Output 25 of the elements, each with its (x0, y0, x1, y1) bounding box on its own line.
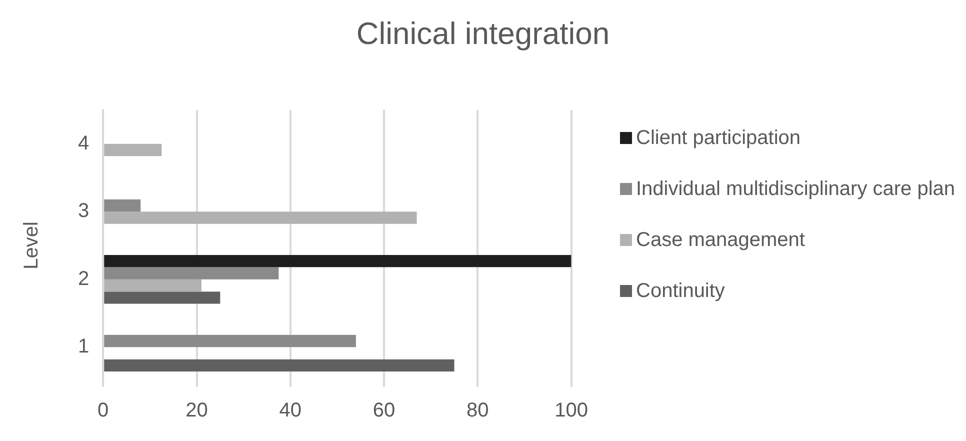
bar (104, 267, 279, 280)
bar (104, 144, 162, 156)
bar (104, 279, 202, 292)
y-tick-label: 4 (78, 132, 90, 154)
legend-label: Case management (636, 228, 805, 253)
bar (104, 199, 141, 212)
bar (104, 334, 356, 348)
y-tick-label: 3 (78, 200, 90, 222)
x-tick-label: 20 (186, 400, 208, 422)
x-tick-label: 80 (466, 400, 489, 422)
chart-title: Clinical integration (355, 16, 611, 52)
legend-label: Continuity (636, 279, 725, 304)
y-axis-title: Level (20, 222, 43, 270)
x-tick-label: 0 (98, 400, 109, 422)
x-tick-label: 40 (279, 400, 302, 422)
bar (104, 212, 417, 224)
x-tick-label: 60 (372, 400, 396, 422)
y-tick-label: 2 (78, 268, 90, 290)
x-tick-label: 100 (554, 400, 588, 422)
bar (104, 292, 220, 304)
bar (104, 254, 572, 268)
bar (104, 359, 454, 372)
legend-label: Client participation (636, 126, 801, 151)
y-tick-label: 1 (78, 336, 90, 358)
legend-label: Individual multidisciplinary care plan (636, 177, 956, 202)
